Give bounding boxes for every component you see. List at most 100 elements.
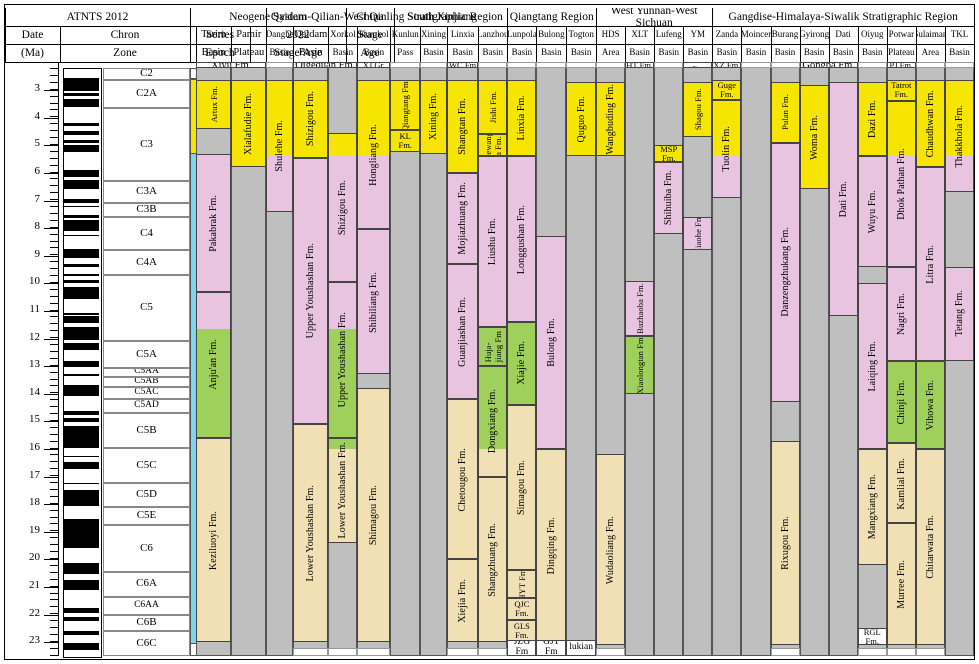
polarity-stripe bbox=[64, 410, 99, 416]
axis-tick-minor bbox=[50, 378, 58, 380]
formation-potwar: Kamlial Fm. bbox=[886, 443, 916, 524]
axis-tick-minor bbox=[50, 247, 58, 249]
header-china-stage: Stage bbox=[357, 28, 383, 41]
formation-label: Dhok Pathan Fm. bbox=[895, 148, 907, 220]
axis-tick-label: 11 bbox=[29, 302, 40, 315]
grid-vline bbox=[190, 26, 191, 62]
axis-tick-label: 21 bbox=[29, 578, 40, 591]
grid-vline bbox=[346, 26, 347, 62]
polarity-stripe bbox=[64, 273, 99, 277]
formation-tarim: Anju'an Fm. bbox=[196, 291, 232, 438]
grid-vline bbox=[231, 26, 233, 62]
label: C5 bbox=[140, 301, 153, 314]
formation-label-wrap: Xiaolongtan Fm. bbox=[626, 337, 653, 393]
axis-tick-minor bbox=[50, 226, 58, 228]
axis-tick-minor bbox=[50, 516, 58, 518]
formation-label: Shangzhuang Fm. bbox=[487, 522, 499, 597]
polarity-stripe bbox=[64, 461, 99, 469]
formation-xlt: Buzhaoba Fm. bbox=[625, 280, 655, 336]
polarity-stripe bbox=[64, 198, 99, 203]
formation-oiyug: Wuyu Fm. bbox=[857, 156, 887, 267]
polarity-stripe bbox=[64, 249, 99, 259]
formation-label-wrap: Dongxiang Fm. bbox=[479, 367, 506, 475]
label: C5A bbox=[136, 347, 157, 360]
top-strip-bulong bbox=[536, 62, 567, 68]
axis-tick-minor bbox=[50, 551, 58, 553]
grid-vline bbox=[654, 26, 656, 62]
axis-tick-minor bbox=[50, 406, 58, 408]
formation-band bbox=[329, 329, 357, 437]
axis-tick-minor bbox=[50, 502, 58, 504]
formation-dati: Dati Fm. bbox=[828, 81, 858, 317]
formation-band bbox=[197, 329, 231, 437]
formation-label: Upper Youshashan Fm. bbox=[305, 243, 317, 339]
formation-label-wrap: Pakabrak Fm. bbox=[197, 155, 230, 290]
polarity-stripe bbox=[64, 489, 99, 506]
axis-tick-minor bbox=[50, 123, 58, 125]
axis-tick-minor bbox=[50, 316, 58, 318]
formation-label: Shulehe Fm. bbox=[274, 119, 286, 172]
formation-band bbox=[916, 361, 944, 448]
formation-bulong: Dingqing Fm. bbox=[536, 448, 567, 643]
axis-tick-minor bbox=[50, 102, 58, 104]
grid-vline bbox=[770, 26, 772, 62]
label: WC Fm bbox=[449, 62, 477, 68]
label: YM Fm bbox=[684, 63, 711, 67]
polarity-stripe bbox=[64, 93, 99, 96]
formation-label-wrap: Shihuiba Fm. bbox=[655, 163, 682, 233]
formation-label-wrap: Xining Fm. bbox=[421, 81, 446, 154]
formation-label: QJC Fm. bbox=[514, 599, 530, 619]
formation-label: KL Fm. bbox=[398, 131, 412, 151]
formation-label-wrap: Laiqing Fm. bbox=[859, 284, 886, 448]
formation-label: Liushu Fm. bbox=[487, 218, 499, 266]
header-chron: Chron bbox=[110, 28, 140, 41]
column-subheader-lufeng: Basin bbox=[658, 47, 679, 58]
axis-tick-major bbox=[44, 117, 58, 119]
formation-label: Murree Fm. bbox=[895, 559, 907, 609]
polarity-stripe bbox=[64, 78, 99, 92]
top-strip-moincer bbox=[741, 62, 771, 68]
axis-tick-minor bbox=[50, 164, 58, 166]
axis-tick-label: 22 bbox=[29, 606, 40, 619]
column-subheader-sulaiman: Area bbox=[921, 47, 940, 58]
axis-tick-minor bbox=[50, 357, 58, 359]
polarity-stripe bbox=[64, 518, 99, 549]
formation-pamir: Xialafudie Fm. bbox=[231, 79, 267, 168]
region-header-atnts: ATNTS 2012 bbox=[66, 10, 129, 23]
axis-tick-label: 7 bbox=[34, 192, 41, 205]
column-subheader-togton: Basin bbox=[570, 47, 592, 58]
axis-tick-label: 5 bbox=[34, 137, 41, 150]
chron-zone-cell: C6C bbox=[103, 631, 190, 656]
polarity-stripe bbox=[64, 180, 99, 189]
axis-tick-major bbox=[44, 366, 58, 368]
bottom-tail-qaidam bbox=[293, 648, 329, 656]
axis-tick-major bbox=[44, 559, 58, 561]
chron-zone-cell: C2A bbox=[103, 80, 190, 109]
formation-label: Jishi Fm. bbox=[487, 90, 498, 123]
column-header-pamir: Pamir bbox=[236, 29, 262, 41]
formation-sulaiman: Vihowa Fm. bbox=[915, 360, 945, 449]
column-subheader-potwar: Plateau bbox=[888, 47, 915, 58]
axis-tick-minor bbox=[50, 344, 58, 346]
formation-lanzhou: Dongxiang Fm. bbox=[478, 366, 508, 477]
polarity-stripe bbox=[64, 580, 99, 590]
formation-label-wrap: Shibiliang Fm. bbox=[358, 230, 389, 373]
formation-tkl: Tetang Fm. bbox=[944, 266, 974, 361]
label: C5E bbox=[136, 509, 157, 522]
column-header-moincer: Moincer bbox=[741, 29, 771, 40]
formation-label: Tetang Fm. bbox=[953, 290, 965, 337]
axis-tick-major bbox=[44, 310, 58, 312]
label: C5D bbox=[136, 488, 157, 501]
grid-vline bbox=[266, 8, 268, 26]
chron-zone-cell: C5D bbox=[103, 483, 190, 507]
formation-label-wrap: Upper Youshashan Fm. bbox=[329, 283, 356, 437]
grid-vline bbox=[566, 26, 568, 62]
grid-hline bbox=[5, 44, 974, 45]
grid-vline bbox=[478, 26, 480, 62]
formation-band bbox=[358, 80, 390, 156]
chron-zone-cell: C5AA bbox=[103, 367, 190, 378]
formation-label-wrap: Xiajie Fm. bbox=[508, 323, 535, 404]
grid-vline bbox=[293, 26, 295, 62]
axis-tick-major bbox=[44, 228, 58, 230]
